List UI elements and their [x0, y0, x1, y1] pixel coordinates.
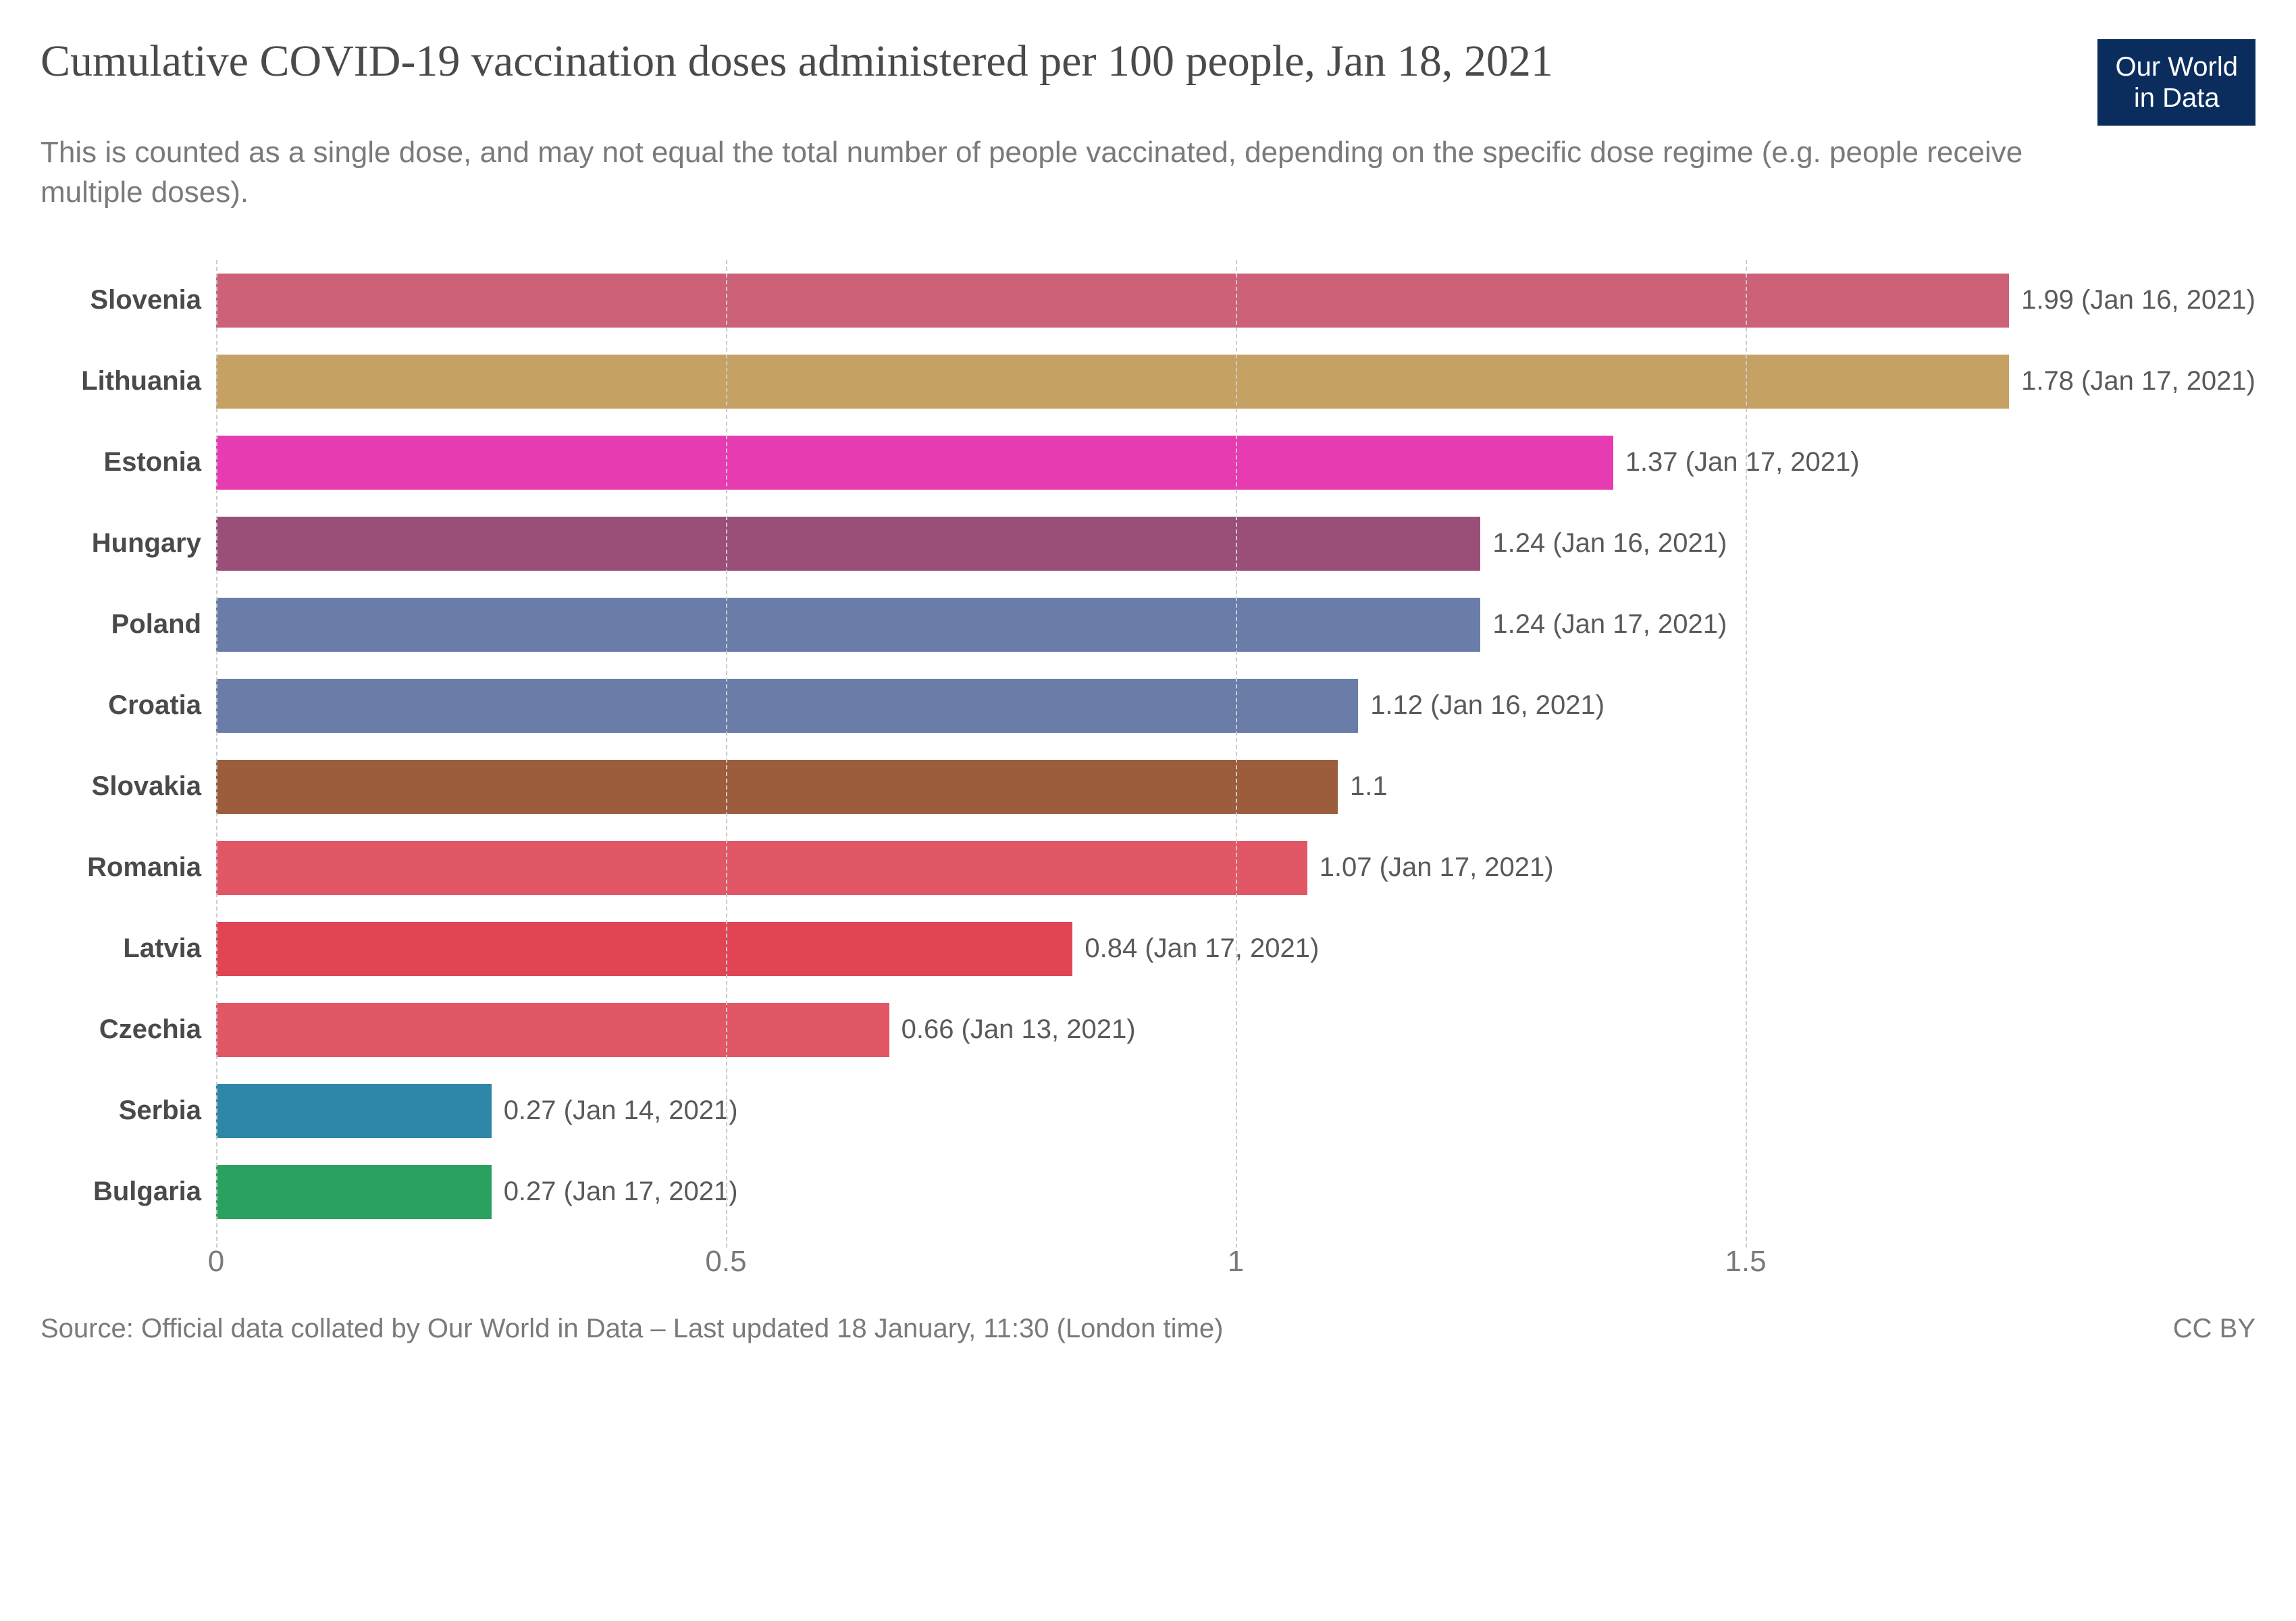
bar: [216, 436, 1613, 490]
bar-value-label: 1.37 (Jan 17, 2021): [1613, 447, 1860, 478]
y-axis-label: Poland: [47, 584, 216, 665]
bar-value-label: 0.66 (Jan 13, 2021): [889, 1014, 1136, 1045]
bar: [216, 1003, 889, 1057]
bar-row: 0.27 (Jan 17, 2021): [216, 1152, 2255, 1233]
bar-row: 1.07 (Jan 17, 2021): [216, 827, 2255, 908]
x-tick-label: 1: [1228, 1245, 1244, 1279]
bar-container: 1.24 (Jan 17, 2021): [216, 598, 2255, 652]
bar-container: 1.07 (Jan 17, 2021): [216, 841, 2255, 895]
bar-value-label: 0.27 (Jan 14, 2021): [492, 1096, 738, 1126]
y-axis-label: Slovakia: [47, 746, 216, 827]
x-tick-label: 0.5: [705, 1245, 746, 1279]
source-text: Source: Official data collated by Our Wo…: [41, 1314, 1223, 1344]
owid-logo: Our World in Data: [2097, 39, 2255, 126]
bar: [216, 1084, 492, 1138]
bar-row: 1.37 (Jan 17, 2021): [216, 422, 2255, 503]
bar: [216, 517, 1480, 571]
y-axis-label: Czechia: [47, 989, 216, 1071]
license-text: CC BY: [2173, 1314, 2255, 1344]
bar-row: 1.24 (Jan 17, 2021): [216, 584, 2255, 665]
bar: [216, 841, 1307, 895]
bar-container: 0.66 (Jan 13, 2021): [216, 1003, 2255, 1057]
bar-row: 0.27 (Jan 14, 2021): [216, 1071, 2255, 1152]
y-axis-label: Croatia: [47, 665, 216, 746]
footer: Source: Official data collated by Our Wo…: [41, 1314, 2255, 1344]
bar-value-label: 1.24 (Jan 16, 2021): [1480, 528, 1727, 559]
plot-wrapper: SloveniaLithuaniaEstoniaHungaryPolandCro…: [47, 260, 2255, 1233]
bar-row: 1.1: [216, 746, 2255, 827]
chart-area: SloveniaLithuaniaEstoniaHungaryPolandCro…: [41, 260, 2255, 1287]
x-axis: 00.511.5: [216, 1233, 2255, 1287]
title-block: Cumulative COVID-19 vaccination doses ad…: [41, 34, 1931, 90]
y-axis-label: Estonia: [47, 422, 216, 503]
x-tick-label: 1.5: [1725, 1245, 1766, 1279]
bar: [216, 679, 1358, 733]
bar-value-label: 1.12 (Jan 16, 2021): [1358, 690, 1604, 721]
bar-container: 1.1: [216, 760, 2255, 814]
chart-subtitle: This is counted as a single dose, and ma…: [41, 132, 2120, 213]
bar-value-label: 0.27 (Jan 17, 2021): [492, 1177, 738, 1207]
bar-container: 0.84 (Jan 17, 2021): [216, 922, 2255, 976]
bar-value-label: 0.84 (Jan 17, 2021): [1072, 933, 1319, 964]
bar: [216, 1165, 492, 1219]
logo-line-1: Our World: [2115, 51, 2238, 82]
bar-container: 1.78 (Jan 17, 2021): [216, 355, 2255, 409]
y-axis-label: Bulgaria: [47, 1152, 216, 1233]
bar-row: 1.99 (Jan 16, 2021): [216, 260, 2255, 341]
bar-row: 0.84 (Jan 17, 2021): [216, 908, 2255, 989]
y-axis-label: Slovenia: [47, 260, 216, 341]
bar-row: 1.78 (Jan 17, 2021): [216, 341, 2255, 422]
bar: [216, 760, 1338, 814]
logo-line-2: in Data: [2115, 82, 2238, 113]
bar-value-label: 1.99 (Jan 16, 2021): [2009, 285, 2255, 315]
y-axis-label: Lithuania: [47, 341, 216, 422]
plot-region: 1.99 (Jan 16, 2021) 1.78 (Jan 17, 2021) 1.…: [216, 260, 2255, 1233]
y-axis-labels: SloveniaLithuaniaEstoniaHungaryPolandCro…: [47, 260, 216, 1233]
bar-value-label: 1.1: [1338, 771, 1388, 802]
bar: [216, 922, 1072, 976]
bar-container: 0.27 (Jan 14, 2021): [216, 1084, 2255, 1138]
bar-value-label: 1.07 (Jan 17, 2021): [1307, 852, 1554, 883]
y-axis-label: Hungary: [47, 503, 216, 584]
bar-row: 0.66 (Jan 13, 2021): [216, 989, 2255, 1071]
bar-container: 0.27 (Jan 17, 2021): [216, 1165, 2255, 1219]
y-axis-label: Serbia: [47, 1071, 216, 1152]
bar: [216, 274, 2009, 328]
header: Cumulative COVID-19 vaccination doses ad…: [41, 34, 2255, 126]
chart-title: Cumulative COVID-19 vaccination doses ad…: [41, 34, 1931, 90]
y-axis-label: Latvia: [47, 908, 216, 989]
y-axis-label: Romania: [47, 827, 216, 908]
bar-container: 1.99 (Jan 16, 2021): [216, 274, 2255, 328]
bar-container: 1.12 (Jan 16, 2021): [216, 679, 2255, 733]
bar-row: 1.24 (Jan 16, 2021): [216, 503, 2255, 584]
bar-value-label: 1.24 (Jan 17, 2021): [1480, 609, 1727, 640]
bar-value-label: 1.78 (Jan 17, 2021): [2009, 366, 2255, 396]
x-tick-label: 0: [208, 1245, 224, 1279]
bar-container: 1.24 (Jan 16, 2021): [216, 517, 2255, 571]
bar-container: 1.37 (Jan 17, 2021): [216, 436, 2255, 490]
bar-row: 1.12 (Jan 16, 2021): [216, 665, 2255, 746]
bar: [216, 355, 2009, 409]
bar: [216, 598, 1480, 652]
